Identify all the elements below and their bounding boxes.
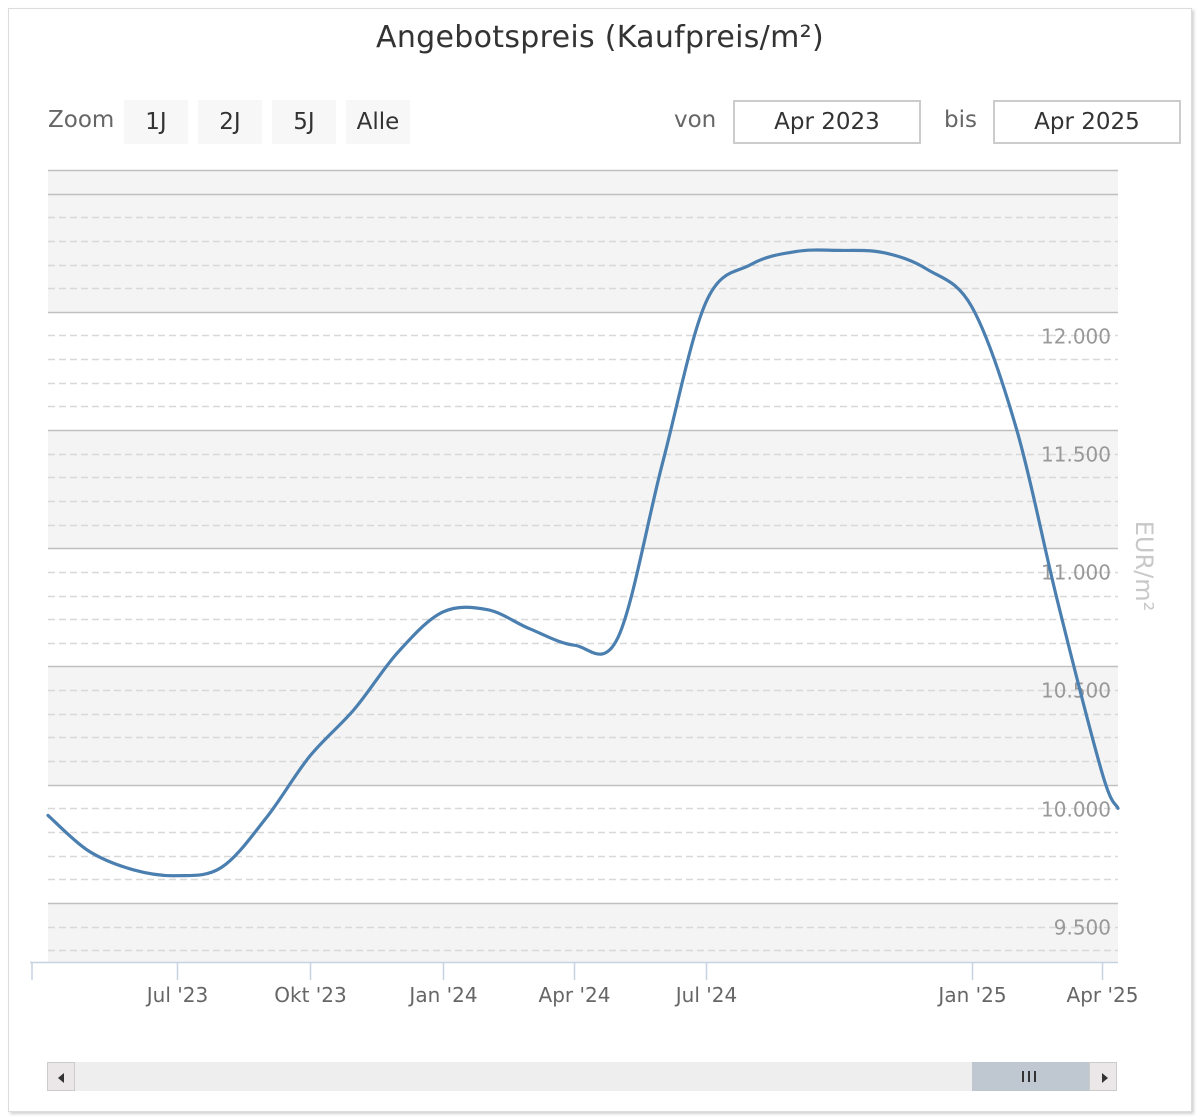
price-line bbox=[46, 248, 1120, 878]
price-series[interactable] bbox=[46, 248, 1120, 878]
zoom-label: Zoom bbox=[48, 107, 115, 133]
range-from-label: von bbox=[674, 107, 717, 133]
minor-gridlines bbox=[48, 216, 1118, 952]
x-tick-label: Jan '24 bbox=[407, 983, 477, 1007]
y-axis-title: EUR/m² bbox=[1130, 521, 1158, 612]
x-tick-label: Jan '25 bbox=[936, 983, 1006, 1007]
x-tick-label: Apr '24 bbox=[539, 983, 611, 1007]
major-gridlines bbox=[48, 169, 1118, 905]
zoom-1j-button[interactable]: 1J bbox=[124, 100, 188, 144]
x-tick-label: Okt '23 bbox=[274, 983, 346, 1007]
y-tick-label: 9.500 bbox=[1054, 916, 1111, 940]
plot-band bbox=[48, 430, 1118, 549]
zoom-5j-button[interactable]: 5J bbox=[272, 100, 336, 144]
y-tick-label: 11.500 bbox=[1041, 443, 1111, 467]
plot-band bbox=[48, 666, 1118, 785]
chevron-right-icon bbox=[1102, 1073, 1108, 1083]
y-tick-label: 10.500 bbox=[1041, 679, 1111, 703]
chevron-left-icon bbox=[58, 1073, 64, 1083]
zoom-2j-button[interactable]: 2J bbox=[198, 100, 262, 144]
x-tick-label: Apr '25 bbox=[1067, 983, 1139, 1007]
x-axis: Jul '23 Okt '23 Jan '24 Apr '24 Jul '24 Jan '… bbox=[30, 961, 1139, 1007]
x-tick-label: Jul '23 bbox=[145, 983, 208, 1007]
scrollbar-thumb[interactable] bbox=[972, 1062, 1089, 1091]
y-tick-label: 12.000 bbox=[1041, 325, 1111, 349]
chart-title: Angebotspreis (Kaufpreis/m²) bbox=[376, 20, 824, 55]
x-tick-label: Jul '24 bbox=[674, 983, 737, 1007]
grip-icon bbox=[1022, 1071, 1038, 1082]
range-to-input[interactable] bbox=[993, 100, 1181, 144]
range-from-input[interactable] bbox=[733, 100, 921, 144]
y-tick-label: 10.000 bbox=[1041, 798, 1111, 822]
navigator-scrollbar-track[interactable] bbox=[48, 1062, 1117, 1091]
range-to-label: bis bbox=[944, 107, 977, 133]
plot-band bbox=[48, 902, 1118, 962]
zoom-all-button[interactable]: Alle bbox=[346, 100, 410, 144]
scroll-left-button[interactable] bbox=[47, 1062, 75, 1091]
scroll-right-button[interactable] bbox=[1089, 1062, 1117, 1091]
